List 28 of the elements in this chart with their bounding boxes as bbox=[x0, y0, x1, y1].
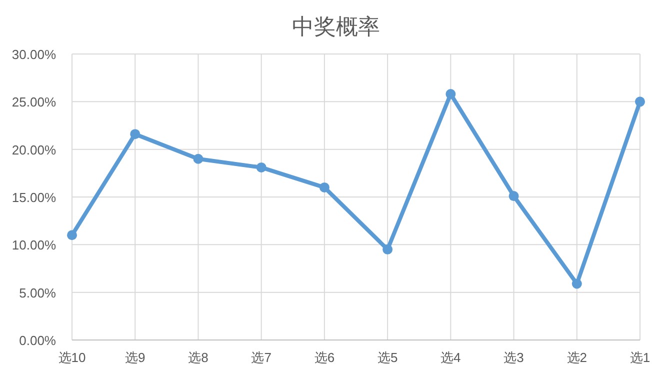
x-tick-label: 选10 bbox=[58, 350, 86, 365]
x-tick-label: 选7 bbox=[251, 350, 272, 365]
chart-title: 中奖概率 bbox=[292, 14, 380, 39]
point bbox=[193, 154, 204, 164]
x-tick-label: 选4 bbox=[440, 350, 461, 365]
x-tick-label: 选8 bbox=[188, 350, 208, 365]
y-tick-label: 20.00% bbox=[12, 142, 56, 158]
point bbox=[130, 129, 140, 140]
x-tick-label: 选9 bbox=[124, 350, 146, 365]
point bbox=[572, 278, 582, 289]
y-tick-label: 0.00% bbox=[19, 333, 56, 348]
x-tick-label: 选3 bbox=[504, 350, 524, 365]
x-tick-label: 选1 bbox=[630, 350, 650, 365]
y-tick-label: 10.00% bbox=[12, 238, 56, 253]
point bbox=[319, 182, 330, 192]
point bbox=[256, 162, 266, 172]
point bbox=[508, 191, 519, 202]
point bbox=[382, 244, 393, 254]
x-tick-label: 选5 bbox=[377, 350, 398, 365]
y-tick-label: 15.00% bbox=[12, 190, 56, 205]
point bbox=[67, 230, 77, 240]
y-tick-label: 25.00% bbox=[12, 94, 56, 110]
y-tick-label: 30.00% bbox=[12, 47, 56, 62]
point bbox=[446, 89, 456, 100]
y-tick-label: 5.00% bbox=[19, 285, 56, 300]
x-tick-label: 选2 bbox=[566, 350, 588, 365]
point bbox=[635, 96, 645, 107]
x-tick-label: 选6 bbox=[314, 350, 335, 365]
